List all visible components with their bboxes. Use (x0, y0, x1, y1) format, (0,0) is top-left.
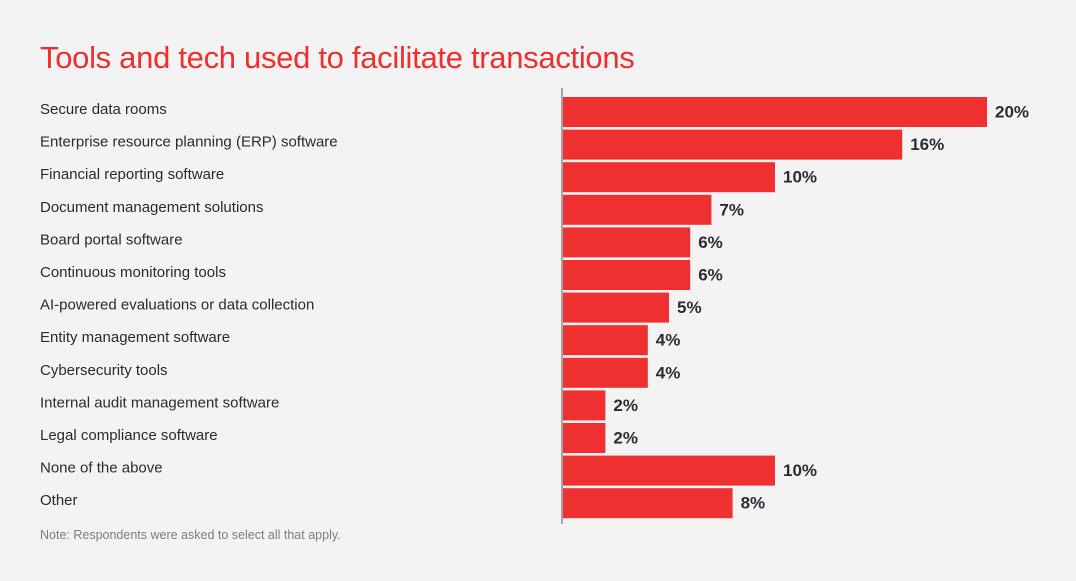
category-label: Entity management software (40, 329, 230, 346)
category-label: Internal audit management software (40, 394, 279, 411)
bar-value-label: 6% (698, 265, 723, 284)
bar-value-label: 10% (783, 461, 817, 480)
bar (563, 455, 775, 486)
category-label: Document management solutions (40, 199, 263, 216)
bar-value-label: 2% (613, 428, 638, 447)
bar-value-label: 7% (719, 200, 744, 219)
category-label: Financial reporting software (40, 166, 224, 183)
chart-note: Note: Respondents were asked to select a… (40, 528, 341, 542)
bar-value-label: 2% (613, 396, 638, 415)
category-label: Secure data rooms (40, 101, 167, 118)
bar (563, 488, 733, 519)
category-label: Board portal software (40, 231, 183, 248)
bar (563, 357, 648, 388)
bar (563, 423, 606, 453)
bar-value-label: 10% (783, 168, 817, 187)
bar-value-label: 16% (910, 135, 944, 154)
category-label: Enterprise resource planning (ERP) softw… (40, 134, 338, 151)
category-label: AI-powered evaluations or data collectio… (40, 297, 314, 314)
bar (563, 97, 987, 127)
bar-value-label: 4% (656, 331, 681, 350)
bar-value-label: 5% (677, 298, 702, 317)
bar (563, 390, 606, 421)
bar (563, 325, 648, 356)
bar (563, 162, 775, 193)
category-label: Cybersecurity tools (40, 362, 168, 379)
category-label: Other (40, 492, 78, 509)
bar-value-label: 8% (741, 494, 766, 513)
category-label: None of the above (40, 460, 163, 477)
bar (563, 292, 669, 323)
category-label: Continuous monitoring tools (40, 264, 226, 281)
bar-value-label: 20% (995, 102, 1029, 121)
bar (563, 227, 691, 258)
bar-value-label: 6% (698, 233, 723, 252)
bar (563, 260, 691, 290)
bar-value-label: 4% (656, 363, 681, 382)
category-label: Legal compliance software (40, 427, 218, 444)
bar (563, 194, 712, 225)
bar (563, 129, 903, 160)
chart-title: Tools and tech used to facilitate transa… (40, 40, 635, 75)
